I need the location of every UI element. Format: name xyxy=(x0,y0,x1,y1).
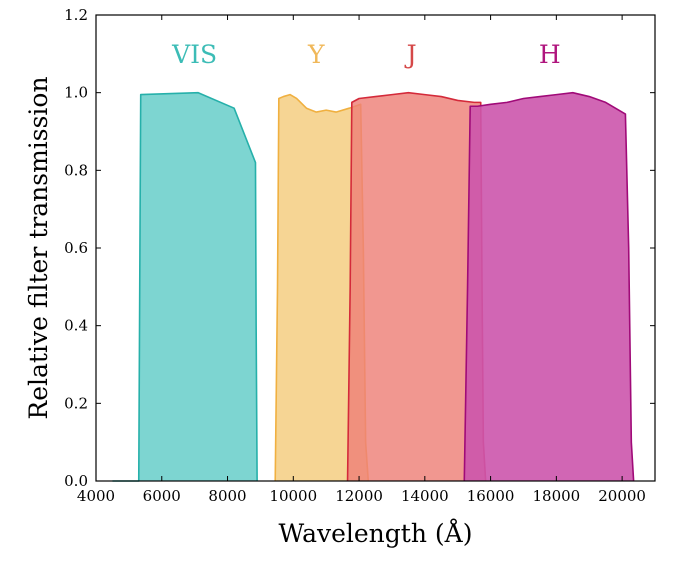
y-tick-label: 0.0 xyxy=(64,472,88,490)
x-tick-label: 14000 xyxy=(401,487,449,505)
x-tick-label: 8000 xyxy=(208,487,246,505)
filter-areas xyxy=(112,91,635,482)
band-h-outline xyxy=(463,91,635,482)
y-tick-label: 1.2 xyxy=(64,6,88,24)
y-tick-label: 0.8 xyxy=(64,161,88,179)
x-tick-label: 16000 xyxy=(467,487,515,505)
x-axis-title: Wavelength (Å) xyxy=(279,518,473,548)
x-tick-label: 20000 xyxy=(598,487,646,505)
x-axis-ticks: 4000 6000 8000 10000 12000 14000 16000 18000 200… xyxy=(77,15,646,505)
band-h-area xyxy=(464,92,634,482)
x-tick-label: 18000 xyxy=(532,487,580,505)
band-vis-label: VIS xyxy=(171,40,217,69)
band-y-label: Y xyxy=(307,40,325,69)
y-tick-label: 0.6 xyxy=(64,239,88,257)
band-h-label: H xyxy=(539,40,561,69)
y-axis-ticks: 0.0 0.2 0.4 0.6 0.8 1.0 1.2 xyxy=(64,6,655,490)
band-vis-outline xyxy=(112,91,258,482)
band-vis-area xyxy=(112,92,258,482)
band-labels: VIS Y J H xyxy=(171,40,561,69)
y-tick-label: 1.0 xyxy=(64,84,88,102)
band-y-area xyxy=(275,94,369,482)
band-j-label: J xyxy=(404,40,417,69)
y-tick-label: 0.2 xyxy=(64,394,88,412)
x-tick-label: 4000 xyxy=(77,487,115,505)
x-tick-label: 12000 xyxy=(335,487,383,505)
band-j-area xyxy=(347,92,486,482)
y-tick-label: 0.4 xyxy=(64,317,88,335)
x-tick-label: 6000 xyxy=(143,487,181,505)
x-tick-label: 10000 xyxy=(269,487,317,505)
y-axis-title: Relative filter transmission xyxy=(24,76,53,419)
